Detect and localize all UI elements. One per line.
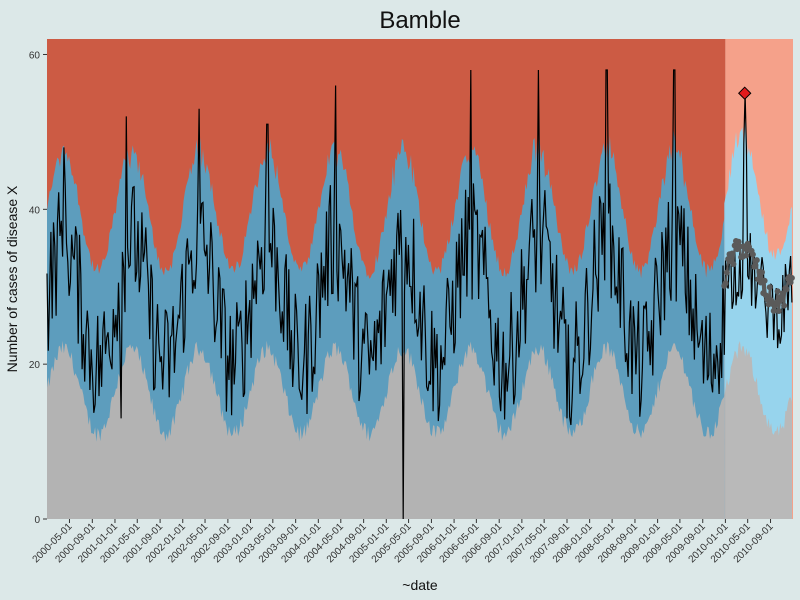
expected-point — [788, 275, 795, 281]
expected-point — [735, 238, 742, 245]
expected-point — [759, 269, 765, 276]
low-band — [47, 340, 725, 519]
plot-area — [46, 39, 795, 520]
expected-point — [753, 257, 760, 264]
x-axis-title: ~date — [402, 577, 438, 593]
expected-point — [729, 250, 736, 257]
expected-point — [770, 307, 777, 314]
y-axis: 0 20 40 60 — [29, 50, 47, 526]
chart-title: Bamble — [379, 7, 460, 34]
y-tick-label: 20 — [29, 360, 41, 371]
alert-marker — [738, 86, 752, 100]
expected-point — [766, 284, 773, 291]
expected-point — [761, 277, 768, 284]
y-tick-label: 40 — [29, 205, 41, 216]
expected-point — [781, 302, 788, 309]
y-axis-title: Number of cases of disease X — [4, 185, 20, 372]
expected-point — [743, 252, 750, 259]
y-tick-label: 60 — [29, 50, 41, 61]
y-tick-label: 0 — [34, 515, 40, 526]
expected-point — [722, 280, 729, 287]
expected-point — [749, 251, 756, 258]
expected-point — [775, 308, 782, 314]
expected-point — [774, 288, 781, 295]
forecast-low-band — [724, 341, 792, 519]
expected-point — [783, 286, 790, 293]
expected-point — [752, 262, 759, 269]
expected-point — [730, 261, 737, 268]
observed-line — [46, 69, 793, 520]
expected-point — [723, 269, 730, 276]
expected-point — [779, 290, 786, 297]
